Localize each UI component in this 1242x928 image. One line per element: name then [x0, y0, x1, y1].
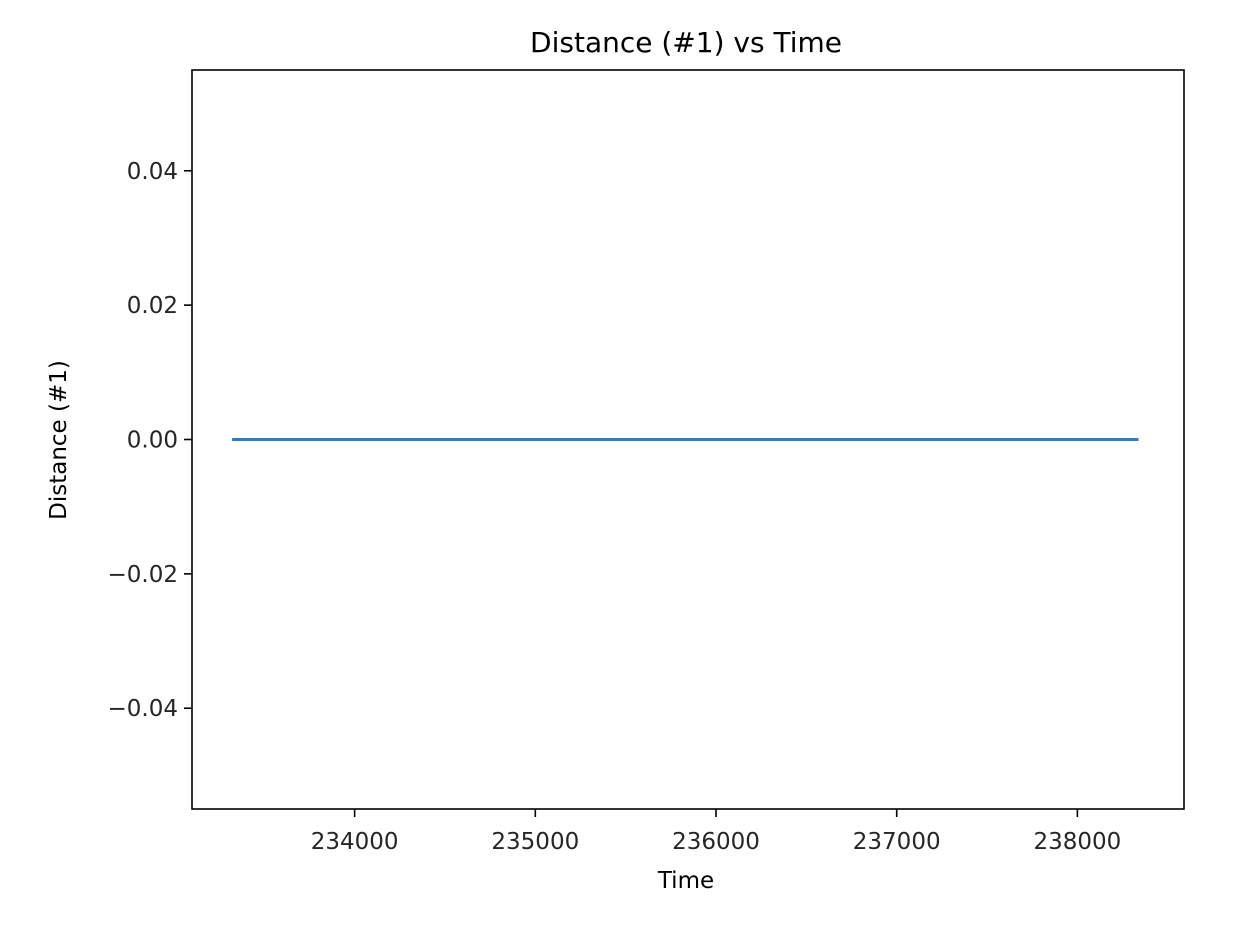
y-tick-label: 0.04	[127, 159, 178, 185]
y-axis: 0.04 0.02 0.00 −0.02 −0.04	[108, 159, 192, 722]
y-tick-label: 0.00	[127, 428, 178, 454]
x-tick-label: 237000	[853, 829, 941, 855]
x-axis: 234000 235000 236000 237000 238000	[311, 809, 1121, 855]
x-tick-label: 234000	[311, 829, 399, 855]
y-tick-label: −0.02	[108, 562, 178, 588]
y-tick-label: −0.04	[108, 696, 178, 722]
y-axis-label: Distance (#1)	[46, 360, 72, 520]
x-tick-label: 238000	[1033, 829, 1121, 855]
x-tick-label: 236000	[672, 829, 760, 855]
x-tick-label: 235000	[491, 829, 579, 855]
chart-title: Distance (#1) vs Time	[530, 26, 842, 59]
y-tick-label: 0.02	[127, 293, 178, 319]
x-axis-label: Time	[657, 868, 714, 894]
